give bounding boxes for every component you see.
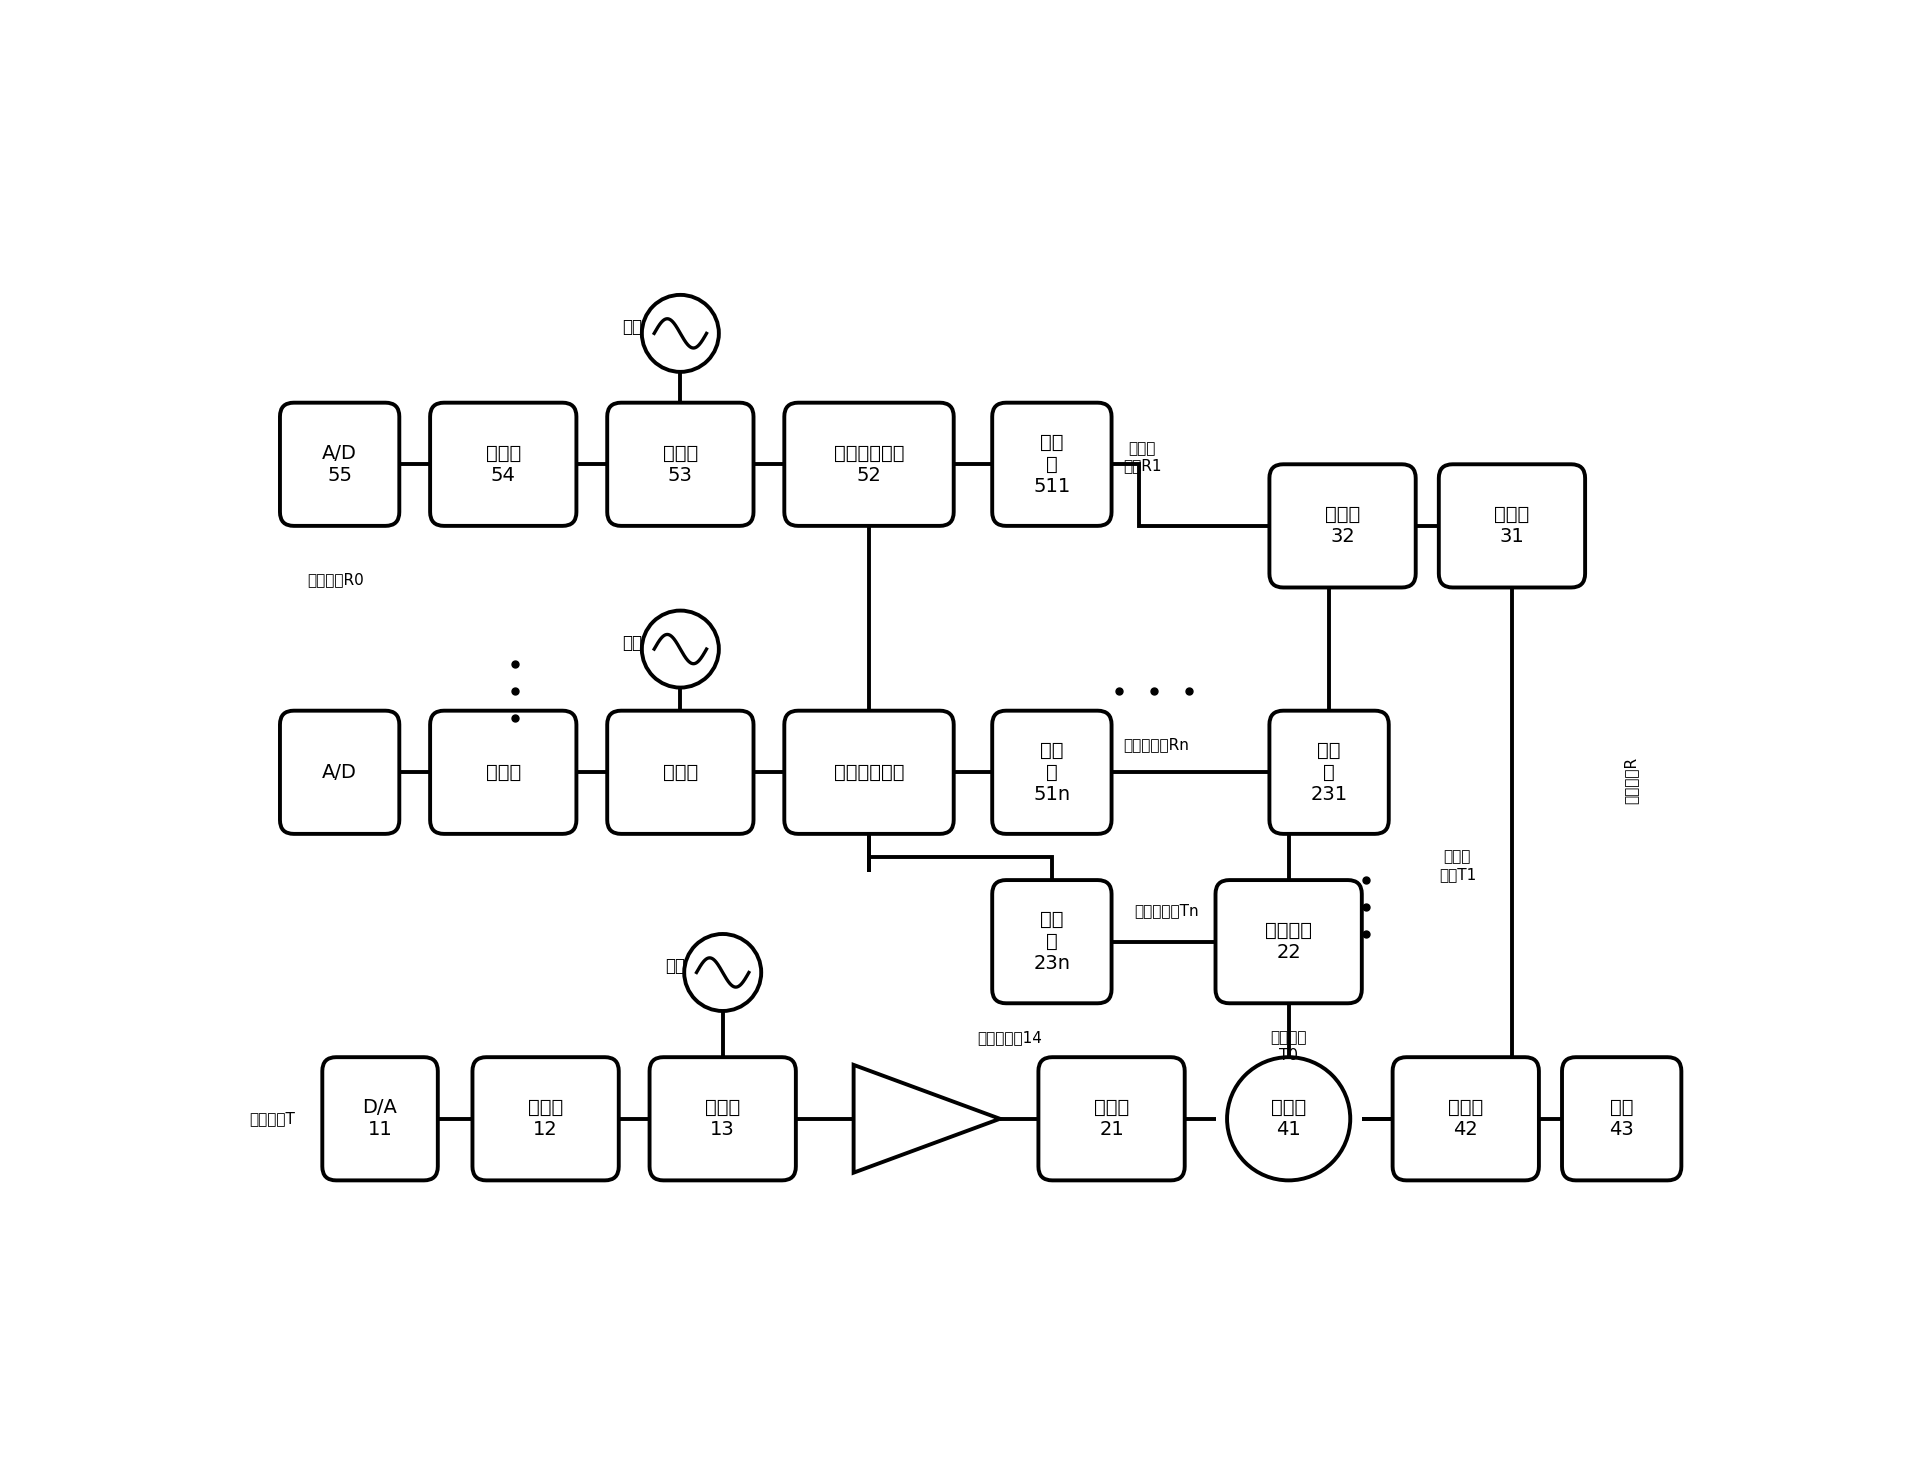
FancyBboxPatch shape [473,1057,619,1180]
Text: 分配单元
22: 分配单元 22 [1265,922,1311,962]
Text: 反馈子通道Tn: 反馈子通道Tn [1135,903,1198,919]
FancyBboxPatch shape [1215,880,1361,1003]
Text: 功分器
32: 功分器 32 [1325,505,1360,547]
Text: A/D: A/D [321,763,358,782]
Text: 本振: 本振 [623,319,642,336]
Text: 接收通道R: 接收通道R [1623,756,1638,803]
FancyBboxPatch shape [650,1057,796,1180]
Text: 滤波器
42: 滤波器 42 [1448,1098,1483,1140]
Text: 混频器
53: 混频器 53 [662,443,698,485]
Text: 接收子通道Rn: 接收子通道Rn [1123,738,1188,753]
FancyBboxPatch shape [1438,464,1585,587]
Circle shape [1227,1057,1350,1180]
Text: 反馈子
通道T1: 反馈子 通道T1 [1438,849,1475,882]
Text: 本振: 本振 [623,634,642,652]
FancyBboxPatch shape [431,711,577,834]
Circle shape [642,295,719,372]
Text: 混频器: 混频器 [662,763,698,782]
FancyBboxPatch shape [281,403,400,526]
FancyBboxPatch shape [1269,711,1388,834]
FancyBboxPatch shape [785,711,954,834]
Text: 共用支路R0: 共用支路R0 [308,572,363,587]
Text: 接收子
通道R1: 接收子 通道R1 [1123,442,1161,474]
Text: 低噪放
31: 低噪放 31 [1494,505,1529,547]
Text: 滤波
器
231: 滤波 器 231 [1310,741,1346,803]
Text: 反馈通道
T0: 反馈通道 T0 [1269,1030,1306,1063]
FancyBboxPatch shape [608,711,754,834]
Text: 单刀双掷开关
52: 单刀双掷开关 52 [833,443,904,485]
Text: 单刀双掷开关: 单刀双掷开关 [833,763,904,782]
Text: A/D
55: A/D 55 [321,443,358,485]
Text: D/A
11: D/A 11 [362,1098,398,1140]
Text: 滤波器: 滤波器 [485,763,521,782]
Text: 滤波器
54: 滤波器 54 [485,443,521,485]
FancyBboxPatch shape [785,403,954,526]
Text: 滤波
器
511: 滤波 器 511 [1033,433,1069,496]
FancyBboxPatch shape [323,1057,438,1180]
Polygon shape [854,1066,1000,1172]
FancyBboxPatch shape [431,403,577,526]
FancyBboxPatch shape [608,403,754,526]
Text: 发射通道T: 发射通道T [250,1112,294,1126]
Text: 本振: 本振 [665,957,685,975]
Text: 天线
43: 天线 43 [1608,1098,1633,1140]
FancyBboxPatch shape [1392,1057,1538,1180]
Circle shape [685,934,762,1011]
Text: 滤波
器
23n: 滤波 器 23n [1033,910,1069,974]
Text: 混频器
13: 混频器 13 [704,1098,740,1140]
FancyBboxPatch shape [992,403,1111,526]
Text: 耦合器
21: 耦合器 21 [1094,1098,1129,1140]
Text: 功率放大器14: 功率放大器14 [977,1030,1040,1046]
Circle shape [642,611,719,688]
FancyBboxPatch shape [992,711,1111,834]
FancyBboxPatch shape [992,880,1111,1003]
Text: 滤波器
12: 滤波器 12 [527,1098,563,1140]
FancyBboxPatch shape [1561,1057,1681,1180]
Text: 滤波
器
51n: 滤波 器 51n [1033,741,1069,803]
FancyBboxPatch shape [1038,1057,1185,1180]
Text: 环形器
41: 环形器 41 [1271,1098,1306,1140]
FancyBboxPatch shape [1269,464,1415,587]
FancyBboxPatch shape [281,711,400,834]
